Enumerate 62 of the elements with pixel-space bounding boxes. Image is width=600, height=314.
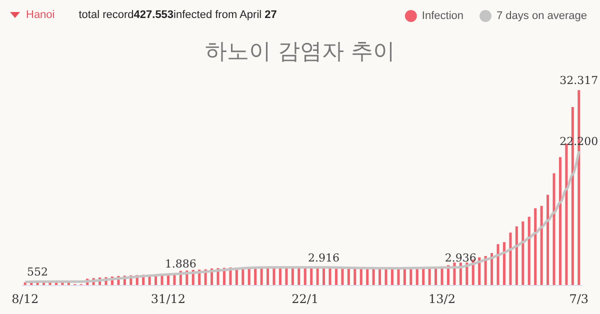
chart-title: 하노이 감염자 추이 [205, 40, 395, 64]
bar [316, 268, 319, 285]
data-label: 1.886 [164, 258, 196, 271]
bar [416, 268, 418, 285]
bar [166, 274, 170, 285]
x-tick-label: 22/1 [292, 292, 319, 306]
bar [558, 157, 562, 285]
bar [515, 226, 518, 285]
bar [534, 208, 537, 285]
bar [266, 267, 270, 285]
bar [372, 268, 375, 285]
bar [360, 268, 362, 285]
legend-label: Infection [422, 10, 464, 22]
bar [490, 253, 494, 285]
bar [260, 267, 263, 285]
bar [403, 268, 406, 285]
bar [540, 206, 543, 285]
data-label: 552 [27, 266, 48, 279]
bar [522, 221, 524, 285]
bar [509, 232, 512, 285]
bar [422, 268, 425, 285]
bar [298, 268, 300, 285]
bar [546, 194, 550, 285]
bar [478, 257, 481, 285]
text: Hanoi [25, 9, 55, 21]
bar [565, 144, 568, 285]
bar [496, 244, 500, 285]
data-label: 2.936 [444, 251, 476, 264]
bar [410, 268, 412, 285]
bar [390, 268, 394, 285]
bar [378, 268, 382, 285]
bar [341, 268, 344, 285]
bar [334, 268, 338, 285]
bar [366, 268, 369, 285]
bar [434, 268, 438, 285]
bar [304, 268, 306, 285]
bar [384, 268, 388, 285]
bar [248, 268, 250, 285]
bar [440, 268, 444, 285]
bar [528, 216, 530, 285]
bar [291, 268, 294, 285]
bar [347, 268, 350, 285]
bar [322, 268, 326, 285]
bar [484, 256, 487, 285]
data-label: 2.916 [308, 251, 340, 264]
x-tick-label: 8/12 [12, 292, 39, 306]
bar [272, 267, 276, 285]
bar [552, 173, 556, 285]
bar [354, 268, 356, 285]
bar [397, 268, 400, 285]
data-label: 32.317 [560, 74, 598, 88]
bar [502, 242, 506, 285]
bar [428, 268, 431, 285]
bar [310, 268, 313, 285]
x-tick-label: 13/2 [428, 292, 456, 306]
bar [278, 267, 282, 285]
text: total record427.553infected from April 27 [78, 9, 277, 21]
bar [328, 268, 332, 285]
x-tick-label: 31/12 [150, 292, 186, 306]
bar [285, 267, 288, 285]
legend-label: 7 days on average [496, 10, 588, 22]
x-tick-label: 7/3 [569, 292, 589, 306]
